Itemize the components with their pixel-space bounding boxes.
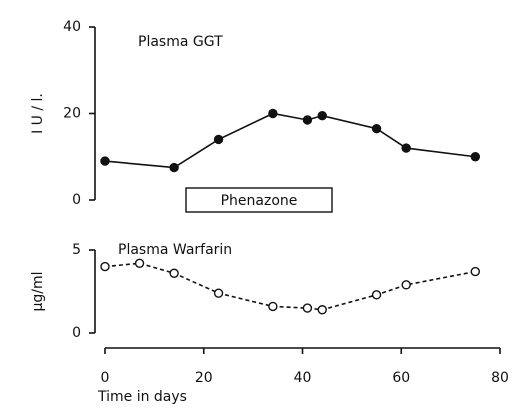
- data-point: [401, 143, 411, 153]
- x-tick-label: 0: [101, 370, 110, 386]
- data-point: [470, 152, 481, 162]
- data-point: [169, 162, 179, 173]
- data-point: [268, 108, 278, 119]
- x-tick-label: 80: [491, 370, 509, 386]
- y-tick-label: 0: [72, 325, 81, 341]
- data-point: [302, 115, 313, 125]
- data-point: [470, 266, 481, 277]
- y-tick-label: 0: [72, 192, 81, 208]
- panel-title: Plasma GGT: [138, 34, 223, 50]
- y-tick-label: 40: [63, 19, 81, 35]
- data-point: [268, 301, 278, 312]
- data-point: [100, 261, 110, 272]
- y-axis-label: I U / l.: [30, 93, 46, 134]
- data-line: [104, 112, 476, 169]
- x-axis-label: Time in days: [97, 389, 187, 405]
- data-point: [213, 134, 224, 145]
- y-axis-label: µg/ml: [30, 271, 46, 311]
- y-tick-label: 5: [72, 242, 81, 258]
- x-tick-label: 60: [392, 370, 410, 386]
- annotation: Phenazone: [221, 193, 298, 209]
- data-point: [371, 290, 382, 300]
- x-tick-label: 40: [294, 370, 312, 386]
- data-point: [317, 110, 327, 121]
- data-point: [371, 123, 382, 134]
- data-point: [317, 305, 327, 315]
- data-point: [302, 303, 313, 313]
- data-line: [104, 262, 476, 311]
- data-point: [169, 268, 179, 278]
- panel-title: Plasma Warfarin: [118, 242, 232, 258]
- y-tick-label: 20: [63, 106, 81, 122]
- data-point: [100, 156, 110, 166]
- data-point: [134, 258, 145, 268]
- x-tick-label: 20: [195, 370, 213, 386]
- annotation-box: [185, 187, 333, 213]
- data-point: [213, 288, 224, 298]
- data-point: [401, 280, 411, 290]
